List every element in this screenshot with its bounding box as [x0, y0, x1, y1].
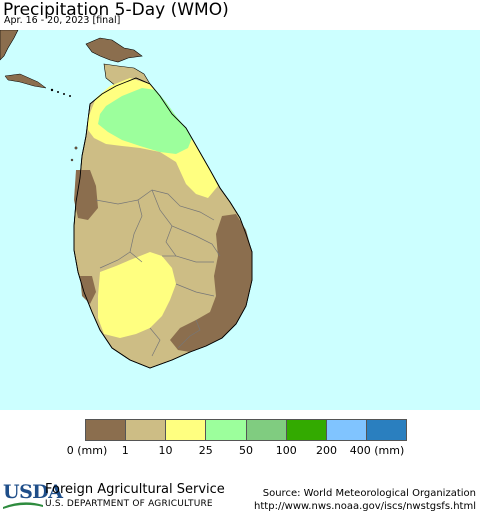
precipitation-legend	[85, 419, 407, 441]
legend-swatch	[86, 420, 127, 440]
island-outline	[73, 77, 253, 369]
shoal	[63, 93, 65, 95]
shoal	[57, 91, 59, 93]
precip-zone-0mm-east	[170, 214, 252, 352]
usda-logo: USDA	[3, 481, 63, 509]
legend-label: 0 (mm)	[66, 444, 108, 457]
map-title: Precipitation 5-Day (WMO)	[3, 0, 229, 20]
legend-label: 1	[121, 444, 129, 457]
legend-label: 200	[316, 444, 337, 457]
map-date-range: Apr. 16 - 20, 2023 [final]	[4, 15, 121, 26]
precip-zone-0mm-west	[74, 170, 98, 220]
legend-swatch	[246, 420, 287, 440]
shoal	[50, 88, 54, 92]
legend-swatch	[166, 420, 207, 440]
precip-zone-0mm-west-south	[80, 276, 96, 304]
department-name: U.S. DEPARTMENT OF AGRICULTURE	[45, 499, 213, 509]
data-source: Source: World Meteorological Organizatio…	[262, 488, 476, 499]
usda-swoosh-icon	[3, 502, 43, 509]
precip-zone-25mm	[98, 88, 192, 154]
legend-label: 100	[275, 444, 297, 457]
source-url[interactable]: http://www.nws.noaa.gov/iscs/nwstgsfs.ht…	[254, 501, 476, 512]
legend-swatch	[286, 420, 327, 440]
agency-name: Foreign Agricultural Service	[45, 482, 225, 497]
islet	[74, 146, 78, 150]
legend-label: 25	[198, 444, 213, 457]
legend-swatch	[326, 420, 367, 440]
precip-zone-10mm-south	[98, 252, 176, 338]
rameswaram-island	[4, 73, 47, 89]
legend-swatch	[366, 420, 406, 440]
shoal	[69, 95, 71, 97]
sri-lanka-map-graphic	[0, 30, 253, 369]
legend-swatch	[126, 420, 167, 440]
legend-label: 50	[239, 444, 253, 457]
legend-label: 10	[158, 444, 173, 457]
legend-label: 400 (mm)	[349, 444, 405, 457]
jaffna-peninsula	[85, 37, 143, 63]
province-boundaries	[95, 189, 221, 357]
legend-swatch	[206, 420, 247, 440]
islet	[70, 158, 74, 162]
precipitation-map	[0, 30, 480, 410]
usda-logo-text: USDA	[3, 481, 63, 503]
india-landmass	[0, 30, 19, 61]
